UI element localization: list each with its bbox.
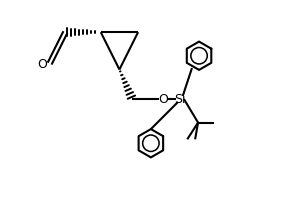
Text: O: O: [159, 92, 168, 106]
Text: O: O: [37, 58, 47, 71]
Text: Si: Si: [175, 92, 186, 106]
